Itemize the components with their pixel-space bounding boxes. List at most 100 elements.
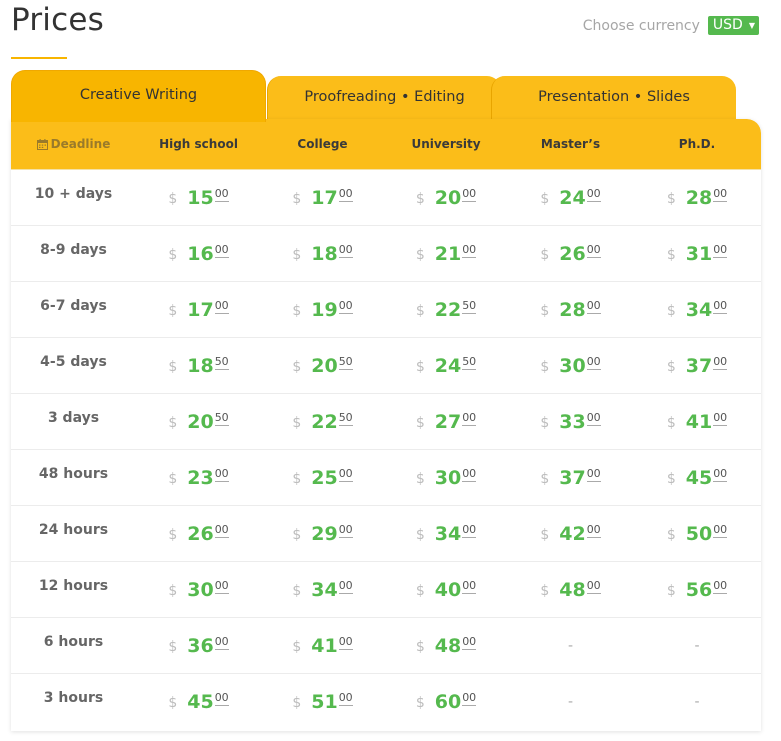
price-value: $60 00 [416, 691, 477, 713]
price-cents: 00 [586, 354, 601, 370]
price-cents: 00 [462, 466, 477, 482]
price-cell-high-school[interactable]: $23 00 [136, 467, 261, 489]
price-cell-phd[interactable]: $50 00 [633, 523, 761, 545]
currency-symbol: $ [540, 302, 550, 319]
tab-presentation-slides[interactable]: Presentation • Slides [491, 76, 736, 122]
price-cents: 00 [586, 466, 601, 482]
price-cents: 00 [214, 634, 229, 650]
price-cell-masters[interactable]: $30 00 [508, 355, 633, 377]
price-cell-high-school[interactable]: $17 00 [136, 299, 261, 321]
price-cents: 00 [338, 466, 353, 482]
currency-symbol: $ [168, 358, 178, 375]
price-cell-phd[interactable]: $31 00 [633, 243, 761, 265]
price-cell-phd[interactable]: $28 00 [633, 187, 761, 209]
currency-symbol: $ [292, 638, 302, 655]
price-cell-high-school[interactable]: $30 00 [136, 579, 261, 601]
price-cell-masters[interactable]: $33 00 [508, 411, 633, 433]
price-cell-college[interactable]: $29 00 [261, 523, 384, 545]
price-cell-college[interactable]: $51 00 [261, 691, 384, 713]
price-value: $34 00 [416, 523, 477, 545]
price-integer: 25 [311, 466, 338, 489]
header-phd: Ph.D. [678, 137, 716, 151]
deadline-cell: 6 hours [43, 633, 104, 650]
price-cell-university[interactable]: $30 00 [384, 467, 508, 489]
unavailable-cell: - [567, 637, 574, 654]
price-cell-university[interactable]: $34 00 [384, 523, 508, 545]
price-cell-college[interactable]: $25 00 [261, 467, 384, 489]
tab-creative-writing[interactable]: Creative Writing [11, 70, 266, 122]
price-integer: 34 [311, 578, 338, 601]
price-value: $40 00 [416, 579, 477, 601]
price-integer: 30 [187, 578, 214, 601]
price-cell-phd[interactable]: $56 00 [633, 579, 761, 601]
currency-symbol: $ [292, 246, 302, 263]
price-cell-phd[interactable]: $34 00 [633, 299, 761, 321]
price-cell-university[interactable]: $40 00 [384, 579, 508, 601]
price-cell-high-school[interactable]: $45 00 [136, 691, 261, 713]
currency-symbol: $ [292, 470, 302, 487]
price-cents: 00 [713, 466, 728, 482]
price-integer: 45 [187, 690, 214, 713]
price-cents: 00 [586, 410, 601, 426]
price-cell-college[interactable]: $41 00 [261, 635, 384, 657]
price-value: $18 00 [292, 242, 353, 265]
price-cell-masters[interactable]: $26 00 [508, 243, 633, 265]
currency-symbol: $ [540, 246, 550, 263]
currency-select[interactable]: USD ▼ [707, 16, 759, 35]
price-cents: 50 [338, 354, 353, 370]
price-integer: 42 [559, 522, 586, 545]
price-cell-high-school[interactable]: $26 00 [136, 523, 261, 545]
price-cell-university[interactable]: $20 00 [384, 187, 508, 209]
price-cell-university[interactable]: $22 50 [384, 299, 508, 321]
price-cell-masters[interactable]: $48 00 [508, 579, 633, 601]
tab-proofreading-editing[interactable]: Proofreading • Editing [267, 76, 501, 122]
tab-label: Presentation • Slides [538, 89, 690, 105]
price-cents: 00 [214, 522, 229, 538]
currency-symbol: $ [168, 582, 178, 599]
currency-chooser: Choose currency USD ▼ [583, 16, 759, 35]
price-cell-masters[interactable]: $24 00 [508, 187, 633, 209]
price-integer: 30 [559, 354, 586, 377]
price-cents: 00 [462, 634, 477, 650]
price-cell-masters[interactable]: $37 00 [508, 467, 633, 489]
price-cell-masters[interactable]: $42 00 [508, 523, 633, 545]
price-value: $51 00 [292, 691, 353, 713]
price-cell-college[interactable]: $20 50 [261, 355, 384, 377]
price-cell-college[interactable]: $34 00 [261, 579, 384, 601]
price-cell-phd[interactable]: $37 00 [633, 355, 761, 377]
price-integer: 27 [434, 410, 462, 433]
price-cell-university[interactable]: $24 50 [384, 355, 508, 377]
price-cell-university[interactable]: $27 00 [384, 411, 508, 433]
deadline-cell: 4-5 days [40, 353, 107, 370]
price-value: $29 00 [292, 523, 353, 545]
price-cell-university[interactable]: $21 00 [384, 243, 508, 265]
price-cell-college[interactable]: $22 50 [261, 411, 384, 433]
price-cell-high-school[interactable]: $36 00 [136, 635, 261, 657]
price-integer: 36 [187, 634, 214, 657]
price-cell-college[interactable]: $18 00 [261, 243, 384, 265]
price-cell-high-school[interactable]: $18 50 [136, 355, 261, 377]
price-cell-phd[interactable]: $41 00 [633, 411, 761, 433]
price-value: $30 00 [168, 578, 229, 601]
price-integer: 19 [311, 298, 338, 321]
price-cell-college[interactable]: $17 00 [261, 187, 384, 209]
price-cell-college[interactable]: $19 00 [261, 299, 384, 321]
currency-symbol: $ [292, 358, 302, 375]
price-value: $31 00 [667, 243, 728, 265]
price-cell-high-school[interactable]: $16 00 [136, 243, 261, 265]
price-cell-masters[interactable]: $28 00 [508, 299, 633, 321]
price-value: $48 00 [416, 634, 477, 657]
price-integer: 18 [311, 242, 338, 265]
price-integer: 56 [685, 578, 713, 601]
price-cell-university[interactable]: $60 00 [384, 691, 508, 713]
currency-symbol: $ [168, 414, 178, 431]
price-value: $16 00 [168, 243, 229, 265]
price-cents: 50 [338, 410, 353, 426]
price-value: $48 00 [540, 579, 601, 601]
currency-symbol: $ [415, 302, 425, 319]
price-cell-phd[interactable]: $45 00 [633, 467, 761, 489]
price-cell-high-school[interactable]: $20 50 [136, 411, 261, 433]
price-cents: 50 [214, 410, 229, 426]
price-cell-high-school[interactable]: $15 00 [136, 187, 261, 209]
price-cell-university[interactable]: $48 00 [384, 635, 508, 657]
